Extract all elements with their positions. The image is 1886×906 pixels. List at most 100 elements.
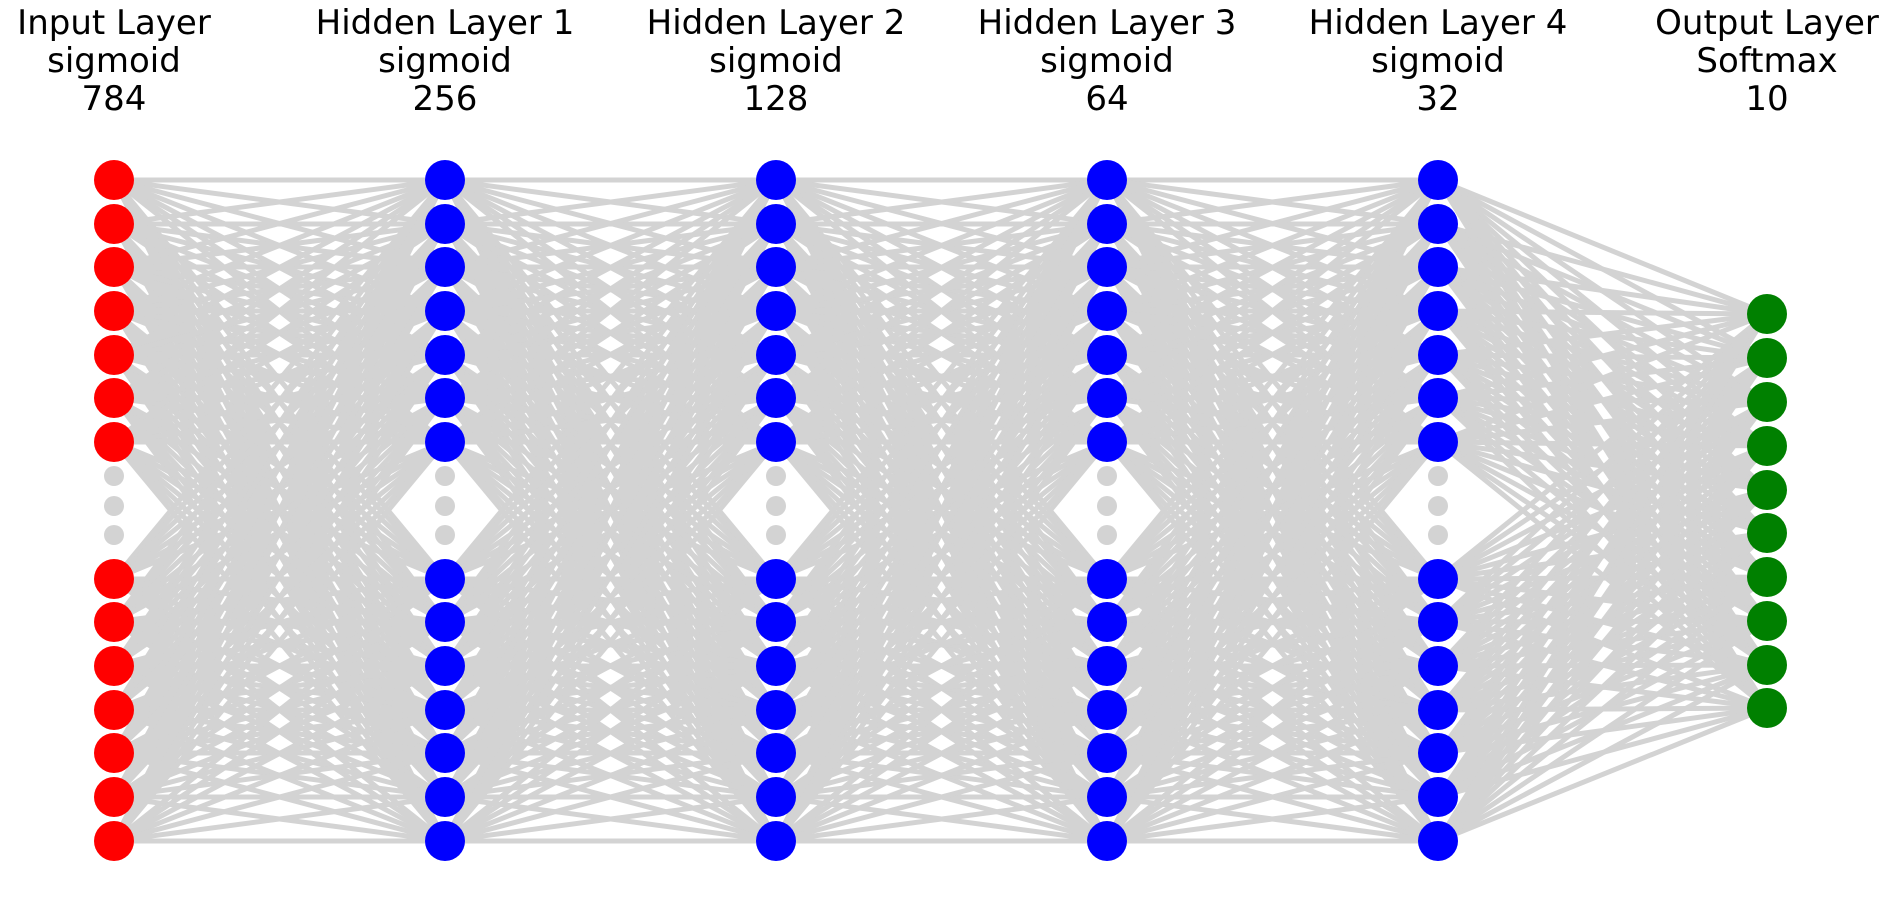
connection-edge — [442, 396, 779, 843]
connection-edge — [112, 178, 447, 581]
connection-edge — [442, 309, 779, 843]
neuron-node — [94, 291, 134, 331]
connection-edge — [1437, 311, 1768, 358]
neuron-node — [756, 335, 796, 375]
neuron-node — [94, 821, 134, 861]
connection-edge — [1436, 662, 1769, 844]
neuron-node — [94, 777, 134, 817]
layer-activation: Softmax — [1696, 41, 1838, 81]
connection-edge — [442, 178, 779, 799]
neuron-node — [1747, 426, 1787, 466]
connection-edge — [1105, 177, 1440, 358]
layer-name: Hidden Layer 3 — [977, 3, 1237, 43]
connection-edge — [1435, 356, 1770, 843]
layer-name: Hidden Layer 4 — [1308, 3, 1568, 43]
connection-edge — [112, 440, 447, 843]
connection-edge — [774, 178, 1109, 444]
neuron-node — [425, 422, 465, 462]
neuron-node — [1747, 513, 1787, 553]
connection-edge — [773, 178, 1110, 712]
connection-edge — [1104, 178, 1441, 755]
neuron-node — [1418, 378, 1458, 418]
layer-units: 784 — [81, 79, 147, 119]
layer-header-output: Output Layer Softmax 10 — [1617, 4, 1886, 118]
connection-edge — [1437, 264, 1768, 317]
neuron-node — [94, 378, 134, 418]
connection-edge — [112, 577, 447, 843]
layer-header-hidden-3: Hidden Layer 3 sigmoid 64 — [957, 4, 1257, 118]
connection-edge — [442, 353, 779, 843]
connection-edge — [443, 178, 778, 581]
connection-edge — [443, 663, 778, 844]
connection-edge — [442, 265, 779, 843]
neuron-node — [756, 646, 796, 686]
connection-edge — [774, 577, 1109, 843]
ellipsis-dot — [1097, 496, 1117, 516]
connection-edge — [1105, 619, 1440, 844]
connection-edge — [444, 177, 777, 227]
connection-edge — [442, 178, 779, 668]
neuron-node — [425, 160, 465, 200]
connection-edge — [1104, 353, 1441, 843]
ellipsis-dot — [435, 466, 455, 486]
connection-edge — [111, 178, 448, 624]
neuron-node — [1087, 291, 1127, 331]
connection-edge — [443, 440, 778, 843]
connection-edge — [112, 663, 447, 844]
connection-edge — [1105, 440, 1440, 843]
connection-edges — [111, 177, 1770, 844]
connection-edge — [1106, 177, 1439, 270]
connection-edge — [1104, 178, 1441, 668]
connection-edge — [111, 222, 448, 843]
connection-edge — [774, 619, 1109, 844]
connection-edge — [774, 663, 1109, 844]
connection-edge — [111, 396, 448, 843]
neuron-node — [1087, 160, 1127, 200]
neuron-node — [1747, 470, 1787, 510]
neuron-node — [1418, 160, 1458, 200]
neuron-node — [1087, 204, 1127, 244]
layer-activation: sigmoid — [1371, 41, 1505, 81]
connection-edge — [1435, 312, 1770, 843]
neuron-node — [1418, 777, 1458, 817]
connection-edge — [1106, 750, 1439, 844]
connection-edge — [1104, 178, 1441, 712]
neuron-node — [1418, 204, 1458, 244]
connection-edge — [775, 177, 1108, 270]
layer-name: Hidden Layer 1 — [315, 3, 575, 43]
neuron-node — [756, 733, 796, 773]
layer-name: Hidden Layer 2 — [646, 3, 906, 43]
neuron-node — [1087, 777, 1127, 817]
connection-edge — [442, 222, 779, 843]
connection-edge — [773, 178, 1110, 755]
connection-edge — [1436, 312, 1769, 581]
connection-edge — [773, 309, 1110, 843]
neuron-node — [1418, 821, 1458, 861]
connection-edge — [1104, 178, 1441, 624]
neuron-node — [1747, 645, 1787, 685]
neuron-node — [1747, 338, 1787, 378]
connection-edge — [444, 750, 777, 844]
connection-edge — [113, 707, 446, 844]
ellipsis-dot — [766, 525, 786, 545]
neuron-node — [1418, 247, 1458, 287]
connection-edge — [1435, 312, 1770, 755]
connection-edge — [1106, 177, 1439, 227]
neuron-node — [1087, 378, 1127, 418]
connection-edge — [774, 440, 1109, 843]
connection-edge — [1437, 308, 1768, 317]
connection-edge — [1436, 312, 1769, 668]
connection-edge — [113, 794, 446, 844]
neuron-node — [425, 821, 465, 861]
connection-edge — [443, 577, 778, 843]
neuron-node — [1747, 294, 1787, 334]
neuron-node — [1747, 601, 1787, 641]
connection-edge — [1436, 312, 1769, 712]
neuron-node — [94, 602, 134, 642]
connection-edge — [773, 396, 1110, 843]
connection-edge — [775, 177, 1108, 227]
connection-edge — [773, 222, 1110, 843]
neuron-node — [94, 422, 134, 462]
neuron-node — [1418, 291, 1458, 331]
